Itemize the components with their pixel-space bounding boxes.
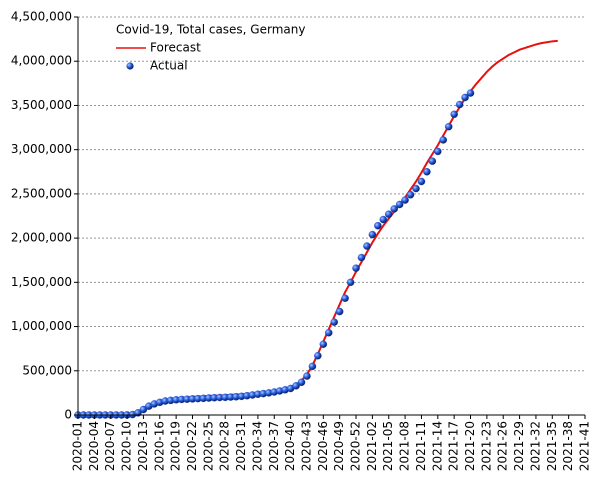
actual-point bbox=[412, 184, 420, 193]
actual-point bbox=[308, 362, 317, 371]
actual-point bbox=[434, 147, 442, 156]
actual-point bbox=[423, 168, 431, 176]
x-tick-label: 2021-26 bbox=[496, 421, 510, 471]
legend-label: Actual bbox=[150, 59, 188, 73]
x-tick-label: 2020-31 bbox=[234, 421, 248, 471]
actual-point bbox=[379, 215, 388, 224]
actual-point bbox=[325, 328, 333, 337]
actual-point bbox=[455, 100, 464, 109]
x-tick-label: 2021-32 bbox=[528, 421, 542, 471]
y-tick-label: 3,500,000 bbox=[11, 98, 72, 112]
x-tick-label: 2020-04 bbox=[87, 421, 101, 471]
x-tick-label: 2020-19 bbox=[169, 421, 183, 471]
actual-point bbox=[395, 200, 404, 209]
actual-point bbox=[384, 210, 393, 218]
actual-point bbox=[450, 110, 458, 119]
actual-point bbox=[401, 196, 409, 204]
x-tick-label: 2020-34 bbox=[250, 421, 264, 471]
actual-point bbox=[368, 230, 377, 239]
actual-point bbox=[341, 294, 349, 303]
actual-point bbox=[346, 278, 355, 287]
x-tick-label: 2020-43 bbox=[299, 421, 313, 471]
x-tick-label: 2021-29 bbox=[512, 421, 526, 471]
x-tick-label: 2021-38 bbox=[561, 421, 575, 471]
actual-point bbox=[297, 378, 306, 387]
actual-point bbox=[352, 264, 360, 272]
y-tick-label: 4,500,000 bbox=[11, 10, 72, 24]
x-tick-label: 2021-20 bbox=[463, 421, 477, 471]
actual-point bbox=[314, 351, 322, 360]
x-tick-label: 2020-01 bbox=[71, 421, 85, 471]
actual-point bbox=[374, 221, 382, 230]
chart-title: Covid-19, Total cases, Germany bbox=[116, 23, 305, 37]
x-tick-label: 2021-17 bbox=[447, 421, 461, 471]
y-tick-label: 4,000,000 bbox=[11, 54, 72, 68]
actual-point bbox=[406, 191, 415, 199]
actual-point bbox=[335, 307, 344, 316]
actual-point bbox=[390, 205, 398, 213]
x-tick-label: 2020-37 bbox=[267, 421, 281, 471]
y-tick-label: 1,000,000 bbox=[11, 319, 72, 333]
actual-point bbox=[330, 318, 338, 326]
y-tick-label: 500,000 bbox=[22, 363, 72, 377]
legend-marker bbox=[126, 62, 134, 70]
x-tick-label: 2020-07 bbox=[103, 421, 117, 471]
x-tick-label: 2020-28 bbox=[218, 421, 232, 471]
y-tick-label: 3,000,000 bbox=[11, 142, 72, 156]
x-tick-label: 2021-05 bbox=[381, 421, 395, 471]
x-tick-label: 2021-11 bbox=[414, 421, 428, 471]
x-tick-label: 2021-14 bbox=[430, 421, 444, 471]
y-tick-label: 2,000,000 bbox=[11, 231, 72, 245]
actual-point bbox=[417, 177, 426, 186]
actual-point bbox=[319, 340, 328, 348]
actual-point bbox=[139, 405, 148, 414]
x-tick-label: 2021-08 bbox=[398, 421, 412, 471]
actual-point bbox=[303, 372, 311, 380]
x-tick-label: 2021-23 bbox=[479, 421, 493, 471]
y-tick-label: 2,500,000 bbox=[11, 186, 72, 200]
x-tick-label: 2020-46 bbox=[316, 421, 330, 471]
y-tick-label: 0 bbox=[64, 408, 72, 422]
actual-point bbox=[461, 93, 469, 102]
x-tick-label: 2020-40 bbox=[283, 421, 297, 471]
x-tick-label: 2021-02 bbox=[365, 421, 379, 471]
actual-point bbox=[363, 242, 371, 250]
actual-point bbox=[292, 382, 300, 390]
actual-point bbox=[428, 157, 437, 165]
y-tick-label: 1,500,000 bbox=[11, 275, 72, 289]
x-tick-label: 2020-16 bbox=[152, 421, 166, 471]
x-tick-label: 2020-10 bbox=[120, 421, 134, 471]
actual-point bbox=[357, 253, 366, 262]
legend-label: Forecast bbox=[150, 41, 201, 55]
x-tick-label: 2020-13 bbox=[136, 421, 150, 471]
x-tick-label: 2020-22 bbox=[185, 421, 199, 471]
actual-point bbox=[444, 122, 453, 131]
x-tick-label: 2020-25 bbox=[201, 421, 215, 471]
actual-point bbox=[466, 89, 475, 97]
x-tick-label: 2020-49 bbox=[332, 421, 346, 471]
x-tick-label: 2021-41 bbox=[578, 421, 592, 471]
x-tick-label: 2021-35 bbox=[545, 421, 559, 471]
x-tick-label: 2020-52 bbox=[349, 421, 363, 471]
actual-point bbox=[439, 136, 448, 144]
